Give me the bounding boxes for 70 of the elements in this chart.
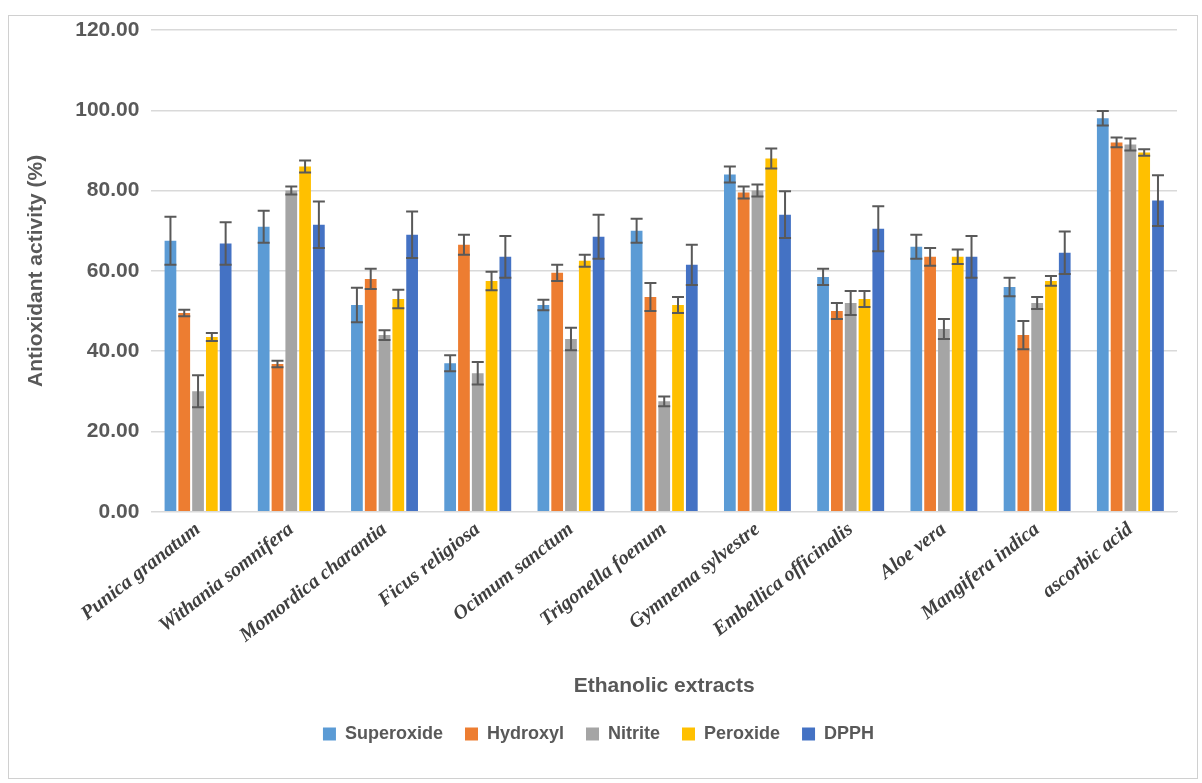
bar xyxy=(178,313,191,511)
bar xyxy=(685,264,698,511)
bar xyxy=(858,298,871,511)
legend-label: Superoxide xyxy=(344,722,443,743)
bar xyxy=(817,276,829,511)
y-tick-label: 60.00 xyxy=(86,257,140,281)
bar xyxy=(630,230,643,511)
y-tick-label: 40.00 xyxy=(86,337,140,361)
y-axis-title: Antioxidant activity (%) xyxy=(23,154,47,387)
bar xyxy=(164,240,177,511)
bar xyxy=(378,335,391,511)
bar xyxy=(1138,152,1151,511)
bar xyxy=(1096,118,1109,511)
bar xyxy=(765,158,778,511)
bar xyxy=(364,278,377,511)
bar xyxy=(406,234,418,511)
bar xyxy=(1017,335,1030,511)
bar xyxy=(1152,200,1164,511)
y-tick-label: 20.00 xyxy=(86,418,140,442)
bar xyxy=(644,296,657,511)
bar xyxy=(910,246,923,511)
bar xyxy=(257,226,270,511)
legend-label: Hydroxyl xyxy=(486,722,565,743)
bar xyxy=(313,224,325,511)
bar xyxy=(951,256,964,511)
bar xyxy=(578,260,591,511)
bar xyxy=(1124,144,1137,511)
bar xyxy=(737,192,750,511)
bar xyxy=(779,214,791,511)
y-tick-label: 120.00 xyxy=(75,16,140,40)
bar xyxy=(471,373,484,511)
bar xyxy=(1058,252,1071,511)
bar xyxy=(1003,286,1016,511)
bar xyxy=(924,256,936,511)
y-tick-label: 100.00 xyxy=(75,97,140,121)
bar xyxy=(965,256,978,511)
bar xyxy=(219,243,232,511)
bar xyxy=(499,256,512,511)
bar xyxy=(751,190,764,511)
bar xyxy=(551,272,564,511)
y-tick-label: 80.00 xyxy=(86,177,140,201)
legend-label: Nitrite xyxy=(608,722,661,743)
bar xyxy=(658,401,671,511)
legend-label: DPPH xyxy=(824,722,875,743)
bar xyxy=(205,337,218,511)
bar xyxy=(458,244,470,511)
bar xyxy=(844,302,857,511)
bar xyxy=(392,298,405,511)
bar xyxy=(299,166,311,511)
bar xyxy=(1110,142,1123,511)
x-axis-title: Ethanolic extracts xyxy=(573,673,755,697)
bar xyxy=(723,174,736,511)
bar xyxy=(592,236,605,511)
bar xyxy=(271,363,284,511)
bar xyxy=(192,391,204,511)
bar xyxy=(672,304,684,511)
bar xyxy=(285,190,298,511)
bar xyxy=(1045,280,1057,511)
bar xyxy=(938,329,950,511)
bar xyxy=(565,339,577,511)
bar xyxy=(872,228,885,511)
x-tick-label: Aloe vera xyxy=(872,517,950,584)
y-tick-label: 0.00 xyxy=(98,498,140,522)
bar xyxy=(831,311,843,511)
legend-label: Peroxide xyxy=(704,722,781,743)
bar xyxy=(444,363,457,511)
bar xyxy=(351,304,363,511)
bar xyxy=(485,280,498,511)
bar xyxy=(1031,302,1044,511)
bar xyxy=(537,304,550,511)
